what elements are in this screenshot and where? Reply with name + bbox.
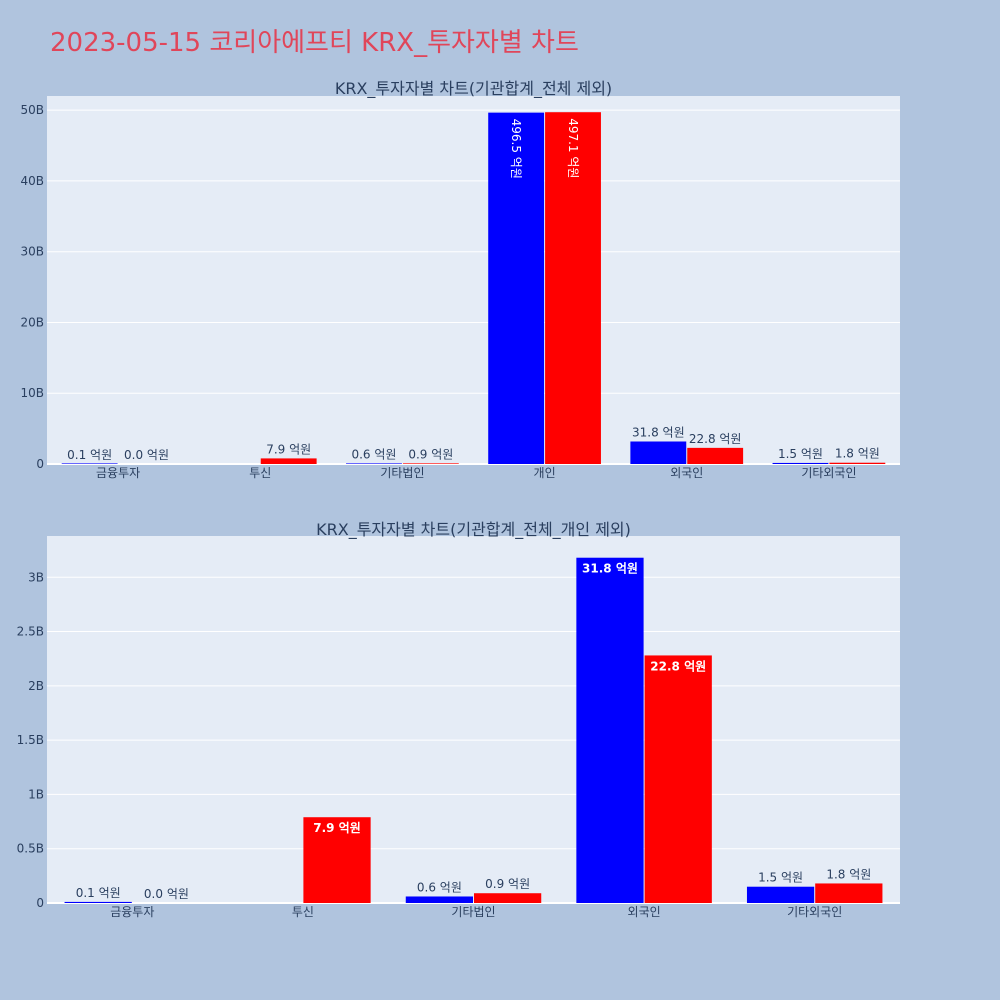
bar bbox=[815, 883, 883, 903]
y-tick-label: 1.5B bbox=[17, 733, 44, 747]
bar bbox=[687, 447, 744, 464]
data-label: 0.1 억원 bbox=[67, 448, 112, 462]
data-label: 0.6 억원 bbox=[417, 880, 462, 894]
data-label: 7.9 억원 bbox=[313, 821, 361, 835]
data-label: 31.8 억원 bbox=[632, 425, 685, 439]
y-tick-label: 30B bbox=[20, 245, 44, 259]
y-tick-label: 10B bbox=[20, 386, 44, 400]
data-label: 7.9 억원 bbox=[266, 442, 311, 456]
x-tick-label: 개인 bbox=[534, 466, 556, 480]
bar bbox=[746, 886, 815, 903]
y-tick-label: 2B bbox=[28, 679, 44, 693]
x-tick-label: 기타법인 bbox=[380, 466, 424, 480]
plot-area bbox=[47, 96, 900, 464]
y-tick-label: 1B bbox=[28, 787, 44, 801]
bar bbox=[260, 458, 317, 464]
y-tick-label: 20B bbox=[20, 315, 44, 329]
chart-panel-1: 0 10B 20B 30B 40B 50B KRX_투자자별 차트(기관합계_전체 제외) 금… bbox=[20, 79, 900, 480]
y-tick-label: 3B bbox=[28, 570, 44, 584]
bar bbox=[488, 112, 545, 464]
bar bbox=[829, 462, 886, 464]
bar bbox=[346, 463, 402, 464]
data-label: 0.1 억원 bbox=[76, 886, 121, 900]
plot-area bbox=[47, 536, 900, 903]
bar bbox=[402, 463, 459, 464]
y-tick-label: 0 bbox=[36, 457, 44, 471]
bar bbox=[61, 463, 118, 464]
data-label: 0.9 억원 bbox=[408, 447, 453, 461]
bar bbox=[576, 557, 644, 903]
x-tick-label: 외국인 bbox=[670, 466, 703, 480]
data-label: 0.6 억원 bbox=[351, 448, 396, 462]
data-label: 22.8 억원 bbox=[689, 432, 742, 446]
chart-title: KRX_투자자별 차트(기관합계_전체 제외) bbox=[335, 79, 612, 99]
y-tick-label: 2.5B bbox=[17, 625, 44, 639]
chart-title: KRX_투자자별 차트(기관합계_전체_개인 제외) bbox=[316, 520, 631, 540]
data-label: 0.0 억원 bbox=[144, 887, 189, 901]
page-title: 2023-05-15 코리아에프티 KRX_투자자별 차트 bbox=[50, 28, 579, 58]
data-label: 1.8 억원 bbox=[826, 867, 871, 881]
chart-panel-2: 0 0.5B 1B 1.5B 2B 2.5B 3B KRX_투자자별 차트(기관합계_전체_개… bbox=[17, 520, 900, 919]
data-label: 497.1 억원 bbox=[566, 118, 580, 178]
x-tick-label: 외국인 bbox=[628, 905, 661, 919]
y-tick-label: 0.5B bbox=[17, 842, 44, 856]
bar bbox=[474, 893, 542, 903]
y-tick-label: 40B bbox=[20, 174, 44, 188]
x-tick-label: 기타외국인 bbox=[801, 466, 856, 480]
x-tick-label: 기타외국인 bbox=[787, 905, 842, 919]
data-label: 1.8 억원 bbox=[835, 447, 880, 461]
x-tick-label: 금융투자 bbox=[110, 905, 154, 919]
data-label: 496.5 억원 bbox=[509, 119, 523, 179]
bar bbox=[772, 462, 829, 464]
bar bbox=[630, 441, 687, 464]
bar bbox=[644, 655, 712, 903]
bar bbox=[303, 817, 371, 903]
x-tick-label: 금융투자 bbox=[96, 466, 140, 480]
data-label: 1.5 억원 bbox=[778, 447, 823, 461]
data-label: 1.5 억원 bbox=[758, 871, 803, 885]
x-tick-label: 투신 bbox=[249, 466, 271, 480]
data-label: 31.8 억원 bbox=[582, 562, 638, 576]
bar bbox=[64, 901, 132, 903]
y-tick-label: 0 bbox=[36, 896, 44, 910]
bar bbox=[545, 112, 601, 465]
bar bbox=[405, 896, 473, 903]
data-label: 0.9 억원 bbox=[485, 877, 530, 891]
data-label: 0.0 억원 bbox=[124, 448, 169, 462]
x-tick-label: 기타법인 bbox=[451, 905, 495, 919]
data-label: 22.8 억원 bbox=[650, 659, 706, 673]
x-tick-label: 투신 bbox=[292, 905, 314, 919]
y-tick-label: 50B bbox=[20, 103, 44, 117]
